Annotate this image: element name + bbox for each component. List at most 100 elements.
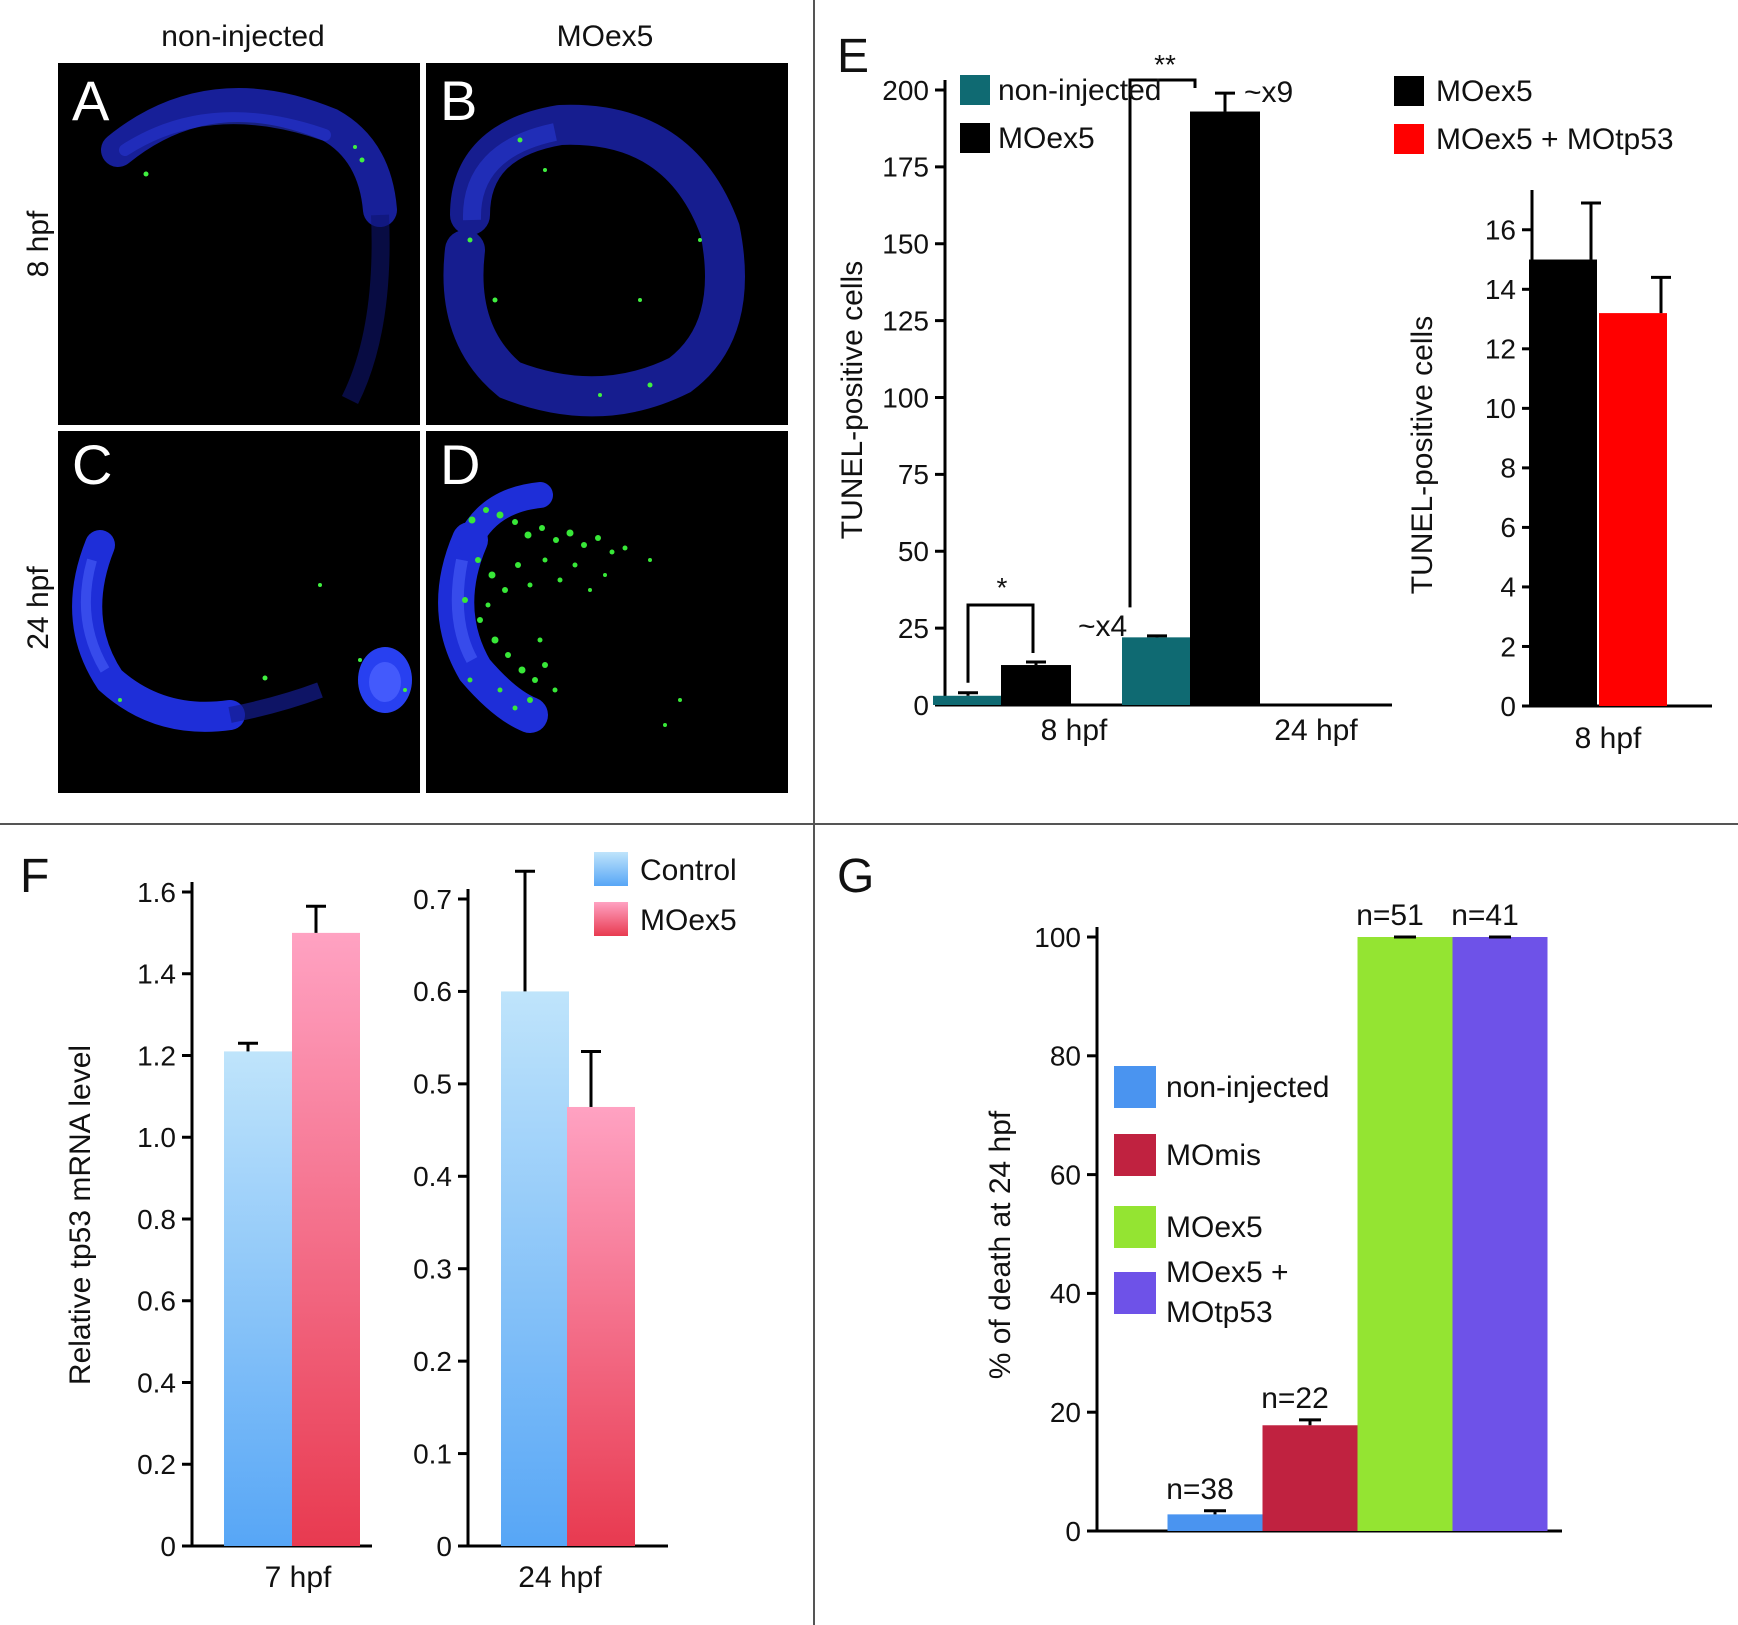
legend-label-g-non-injected: non-injected xyxy=(1166,1071,1329,1104)
panel-letter-e: E xyxy=(837,30,869,83)
g-y-axis-title: % of death at 24 hpf xyxy=(984,1110,1017,1379)
e-bracket-8hpf xyxy=(966,603,1035,683)
e-main-y-tick-label: 25 xyxy=(898,613,929,644)
legend-label-g-momis: MOmis xyxy=(1166,1139,1261,1172)
column-label-moex5: MOex5 xyxy=(557,20,654,53)
e-main-x-tick-label: 8 hpf xyxy=(1041,714,1108,747)
legend-label-f-control: Control xyxy=(640,854,737,887)
f2-y-tick-label: 1.2 xyxy=(137,1040,176,1071)
legend-label-g-moex5: MOex5 xyxy=(1166,1211,1263,1244)
g-y-tick-label: 100 xyxy=(1034,922,1081,953)
e-main-x-tick-label: 24 hpf xyxy=(1274,714,1358,747)
e-main-y-tick-label: 100 xyxy=(882,382,929,413)
row-label-8hpf: 8 hpf xyxy=(22,210,55,277)
chart-e-main: 0 25 50 75 100 125 150 175 200 TUNEL-positive cel… xyxy=(836,49,1392,747)
legend-swatch-g-moex5-motp53 xyxy=(1114,1272,1156,1314)
e-inset-y-tick-label: 8 xyxy=(1500,453,1516,484)
legend-swatch-inset-moex5 xyxy=(1394,76,1424,106)
e-main-y-tick-label: 125 xyxy=(882,305,929,336)
legend-label-moex5: MOex5 xyxy=(998,122,1095,155)
f3-y-tick-label: 0.6 xyxy=(413,976,452,1007)
bar-e-moex5 xyxy=(1190,111,1260,705)
f2-y-tick-label: 1.4 xyxy=(137,959,176,990)
legend-swatch-inset-moex5-motp53 xyxy=(1394,124,1424,154)
chart-g: 0 20 40 60 80 100 % of death at 24 hpf n=38 n=22… xyxy=(984,899,1562,1547)
legend-label-non-injected: non-injected xyxy=(998,74,1161,107)
bar-f-control-7hpf xyxy=(224,1051,292,1546)
e-inset-y-tick-label: 4 xyxy=(1500,572,1516,603)
g-y-tick-label: 80 xyxy=(1050,1041,1081,1072)
bar-e-non-injected xyxy=(1122,637,1192,705)
f3-y-tick-label: 0 xyxy=(436,1531,452,1562)
bar-g-moex5 xyxy=(1357,937,1453,1531)
e-main-y-tick-label: 175 xyxy=(882,152,929,183)
bar-e-moex5 xyxy=(1001,665,1071,705)
f3-y-tick-label: 0.5 xyxy=(413,1069,452,1100)
e-inset-y-tick-label: 2 xyxy=(1500,631,1516,662)
f3-y-tick-label: 0.7 xyxy=(413,884,452,915)
f-x-tick-label: 24 hpf xyxy=(518,1561,602,1594)
f2-y-tick-label: 1.6 xyxy=(137,877,176,908)
micrograph-a: A xyxy=(58,63,420,425)
f2-y-tick-label: 0.6 xyxy=(137,1286,176,1317)
legend-swatch-f-control xyxy=(594,852,628,886)
legend-label-g-moex5-motp53-line1: MOex5 + xyxy=(1166,1256,1289,1289)
chart-f-24hpf: 0 0.1 0.2 0.3 0.4 0.5 0.6 0.7 24 hpf Control MOex5 xyxy=(413,852,737,1594)
legend-swatch-f-moex5 xyxy=(594,902,628,936)
legend-label-g-moex5-motp53-line2: MOtp53 xyxy=(1166,1296,1273,1329)
micrograph-c: C xyxy=(58,431,420,793)
micrograph-b: B xyxy=(426,63,788,425)
g-n-label-non-injected: n=38 xyxy=(1166,1473,1234,1506)
micrograph-d: D xyxy=(426,431,788,793)
panel-letter-f: F xyxy=(20,850,49,903)
e-bracket-24hpf xyxy=(1128,78,1197,608)
bar-g-moex5-motp53 xyxy=(1452,937,1548,1531)
g-y-tick-label: 20 xyxy=(1050,1397,1081,1428)
f2-y-tick-label: 1.0 xyxy=(137,1122,176,1153)
bar-e-inset-moex5-motp53 xyxy=(1599,313,1667,706)
legend-swatch-g-non-injected xyxy=(1114,1066,1156,1108)
f2-y-tick-label: 0 xyxy=(160,1531,176,1562)
f2-y-tick-label: 0.4 xyxy=(137,1367,176,1398)
tunel-cluster xyxy=(462,507,682,727)
bar-f-moex5-7hpf xyxy=(292,932,360,1546)
g-y-tick-label: 40 xyxy=(1050,1278,1081,1309)
f3-y-tick-label: 0.4 xyxy=(413,1161,452,1192)
e-inset-y-axis-title: TUNEL-positive cells xyxy=(1406,316,1439,594)
legend-label-inset-moex5-motp53: MOex5 + MOtp53 xyxy=(1436,123,1674,156)
e-fold-24hpf: ~x9 xyxy=(1244,76,1293,109)
panel-letter-d: D xyxy=(440,433,480,496)
e-main-y-tick-label: 75 xyxy=(898,459,929,490)
e-main-y-tick-label: 50 xyxy=(898,536,929,567)
e-significance-24hpf: ** xyxy=(1154,49,1176,80)
e-main-y-axis-title: TUNEL-positive cells xyxy=(836,261,869,539)
bar-e-inset-moex5 xyxy=(1529,259,1597,706)
panel-letter-g: G xyxy=(837,850,874,903)
g-y-tick-label: 0 xyxy=(1065,1516,1081,1547)
f3-y-tick-label: 0.3 xyxy=(413,1254,452,1285)
g-y-tick-label: 60 xyxy=(1050,1159,1081,1190)
micrograph-panels: non-injected MOex5 8 hpf 24 hpf A xyxy=(22,20,788,793)
g-n-label-moex5-motp53: n=41 xyxy=(1451,899,1519,932)
legend-swatch-g-moex5 xyxy=(1114,1206,1156,1248)
legend-swatch-moex5 xyxy=(960,123,990,153)
f3-y-tick-label: 0.1 xyxy=(413,1438,452,1469)
panel-letter-c: C xyxy=(72,433,112,496)
e-inset-y-tick-label: 6 xyxy=(1500,512,1516,543)
e-main-y-tick-label: 0 xyxy=(913,690,929,721)
legend-label-f-moex5: MOex5 xyxy=(640,904,737,937)
panel-letter-b: B xyxy=(440,69,477,132)
panel-letter-a: A xyxy=(72,69,110,132)
f-x-tick-label: 7 hpf xyxy=(265,1561,332,1594)
e-significance-8hpf: * xyxy=(997,572,1008,603)
e-fold-8hpf: ~x4 xyxy=(1078,610,1127,643)
e-main-y-tick-label: 200 xyxy=(882,75,929,106)
e-inset-y-tick-label: 0 xyxy=(1500,691,1516,722)
e-inset-y-tick-label: 10 xyxy=(1485,393,1516,424)
g-n-label-moex5: n=51 xyxy=(1356,899,1424,932)
e-inset-y-tick-label: 14 xyxy=(1485,274,1516,305)
chart-e-inset: 0 2 4 6 8 10 12 14 16 TUNEL-positive cells 8 hpf MO… xyxy=(1394,75,1712,755)
chart-f-7hpf: 0 0.2 0.4 0.6 0.8 1.0 1.2 1.4 1.6 Relative tp53 m… xyxy=(64,877,372,1594)
column-label-non-injected: non-injected xyxy=(161,20,324,53)
